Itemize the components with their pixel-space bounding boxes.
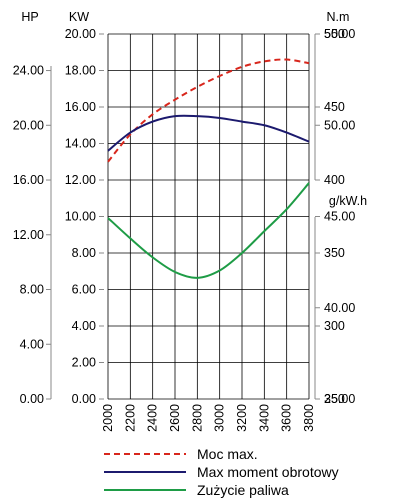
fuel-tick-label: 350 [324, 246, 345, 260]
kw-tick-label: 2.00 [72, 356, 96, 370]
x-tick-label: 2800 [190, 404, 204, 432]
series-lines [107, 58, 310, 279]
kw-tick-label: 12.00 [65, 173, 96, 187]
legend-fuel-label: Zużycie paliwa [197, 482, 289, 498]
hp-tick-label: 16.00 [13, 173, 44, 187]
hp-tick-label: 12.00 [13, 228, 44, 242]
fuel-consumption-line [107, 182, 310, 279]
fuel-tick-label: 400 [324, 173, 345, 187]
torque-unit-label: N.m [327, 10, 350, 24]
kw-tick-label: 6.00 [72, 283, 96, 297]
hp-tick-label: 8.00 [20, 283, 44, 297]
kw-tick-label: 16.00 [65, 100, 96, 114]
hp-tick-label: 24.00 [13, 64, 44, 78]
hp-tick-label: 0.00 [20, 392, 44, 406]
x-tick-label: 2000 [101, 404, 115, 432]
legend-torque-label: Max moment obrotowy [197, 464, 339, 480]
kw-tick-label: 10.00 [65, 210, 96, 224]
torque-tick-label: 50.00 [324, 118, 355, 132]
hp-tick-label: 4.00 [20, 337, 44, 351]
legend-power-label: Moc max. [197, 446, 258, 462]
x-tick-label: 2400 [146, 404, 160, 432]
kw-tick-label: 14.00 [65, 137, 96, 151]
kw-tick-label: 20.00 [65, 27, 96, 41]
x-tick-label: 3000 [213, 404, 227, 432]
kw-tick-label: 0.00 [72, 392, 96, 406]
x-tick-label: 2600 [168, 404, 182, 432]
torque-line [107, 114, 310, 152]
kw-unit-label: KW [69, 10, 89, 24]
tick-labels: 0.00 4.00 8.00 12.00 16.00 20.00 24.00 0.00 2.00… [13, 27, 356, 432]
chart-axes [46, 33, 320, 400]
fuel-tick-label: 500 [324, 27, 345, 41]
torque-tick-label: 40.00 [324, 301, 355, 315]
x-tick-label: 2200 [123, 404, 137, 432]
fuel-tick-label: 250 [324, 392, 345, 406]
kw-tick-label: 18.00 [65, 64, 96, 78]
x-tick-label: 3800 [302, 404, 316, 432]
fuel-tick-label: 300 [324, 319, 345, 333]
x-tick-label: 3600 [280, 404, 294, 432]
torque-tick-label: 55.00 [324, 27, 355, 41]
plot-grid [107, 33, 310, 400]
fuel-tick-label: 450 [324, 100, 345, 114]
torque-tick-label: 45.00 [324, 210, 355, 224]
hp-unit-label: HP [21, 10, 38, 24]
power-line [107, 58, 310, 163]
x-tick-label: 3400 [257, 404, 271, 432]
kw-tick-label: 8.00 [72, 246, 96, 260]
x-tick-label: 3200 [235, 404, 249, 432]
hp-tick-label: 20.00 [13, 118, 44, 132]
kw-tick-label: 4.00 [72, 319, 96, 333]
chart-legend: Moc max. Max moment obrotowy Zużycie paliw… [104, 446, 339, 498]
fuel-unit-label: g/kW.h [329, 194, 367, 208]
torque-tick-label: 35.00 [324, 392, 355, 406]
axis-units: HP KW N.m g/kW.h [21, 10, 367, 208]
